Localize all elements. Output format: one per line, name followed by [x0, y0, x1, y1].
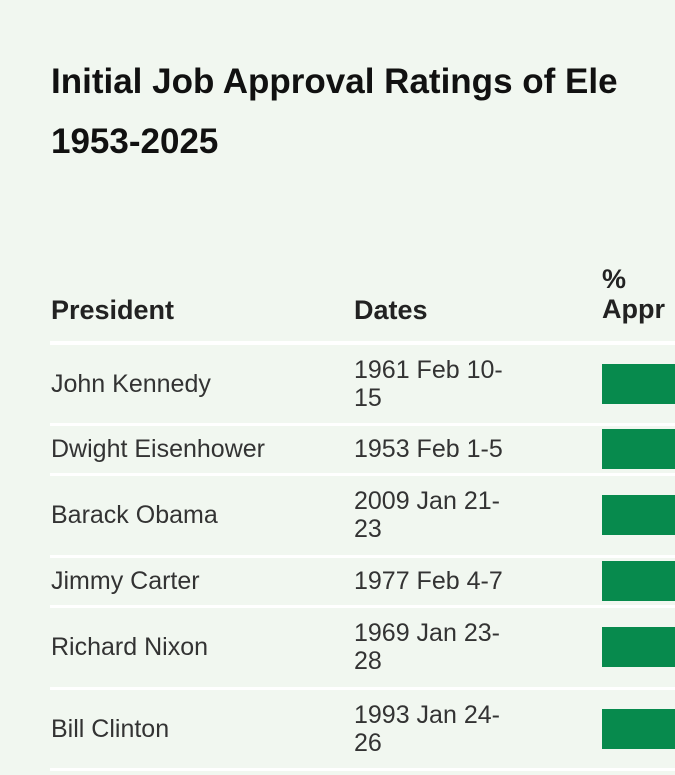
dates-line-1: 1969 Jan 23- — [354, 619, 500, 647]
row-divider — [50, 473, 675, 476]
row-divider — [50, 768, 675, 771]
dates-line-2: 15 — [354, 384, 382, 412]
row-divider — [50, 605, 675, 608]
dates-line-1: 2009 Jan 21- — [354, 487, 500, 515]
president-name: Barack Obama — [51, 501, 218, 529]
approval-bar — [602, 429, 675, 469]
title-line-1: Initial Job Approval Ratings of Ele — [51, 62, 618, 101]
row-divider — [50, 555, 675, 558]
dates: 1961 Feb 10- 15 — [354, 356, 503, 412]
president-name: Dwight Eisenhower — [51, 435, 265, 463]
column-header-approve: % Appr — [602, 264, 665, 324]
dates-line-1: 1961 Feb 10- — [354, 356, 503, 384]
dates: 1993 Jan 24- 26 — [354, 701, 500, 757]
row-divider — [50, 423, 675, 426]
approval-bar — [602, 627, 675, 667]
president-name: Richard Nixon — [51, 633, 209, 661]
column-header-president: President — [51, 295, 175, 325]
dates: 1977 Feb 4-7 — [354, 567, 503, 595]
president-name: Bill Clinton — [51, 714, 170, 743]
dates-line-2: 23 — [354, 515, 382, 543]
dates-line-2: 28 — [354, 647, 382, 675]
row-divider — [50, 687, 675, 690]
approval-bar — [602, 364, 675, 404]
approval-bar — [602, 495, 675, 535]
header-line-1: % — [602, 264, 627, 294]
approval-bar — [602, 708, 675, 749]
column-header-dates: Dates — [354, 295, 428, 325]
dates: 1969 Jan 23- 28 — [354, 619, 500, 675]
title-line-2: 1953-2025 — [51, 122, 219, 161]
header-divider — [50, 341, 675, 345]
dates: 1953 Feb 1-5 — [354, 435, 503, 463]
dates-line-1: 1953 Feb 1-5 — [354, 435, 503, 463]
page-title: Initial Job Approval Ratings of Ele 1953… — [51, 52, 675, 172]
header-line-2: Appr — [602, 294, 665, 324]
approval-bar — [602, 561, 675, 601]
dates-line-1: 1993 Jan 24- — [354, 700, 500, 729]
dates-line-1: 1977 Feb 4-7 — [354, 567, 503, 595]
president-name: John Kennedy — [51, 370, 211, 398]
president-name: Jimmy Carter — [51, 567, 200, 595]
dates-line-2: 26 — [354, 728, 382, 757]
dates: 2009 Jan 21- 23 — [354, 487, 500, 543]
